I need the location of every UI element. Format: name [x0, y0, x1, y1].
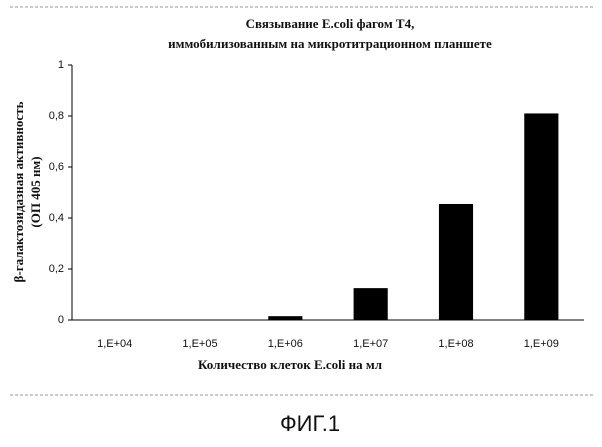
y-tick-label: 0,2 — [49, 263, 64, 275]
y-tick-label: 0,4 — [49, 212, 64, 224]
y-tick-label: 1 — [58, 59, 64, 71]
chart-title: Связывание E.coli фагом T4, — [246, 16, 415, 31]
x-tick-label: 1,E+06 — [268, 338, 303, 350]
y-tick-label: 0,8 — [49, 110, 64, 122]
y-axis-title: (ОП 405 нм) — [28, 156, 43, 227]
bar — [524, 113, 558, 320]
x-axis-title: Количество клеток E.coli на мл — [198, 357, 382, 372]
bar — [268, 316, 302, 320]
x-tick-label: 1,E+05 — [182, 338, 217, 350]
x-tick-label: 1,E+07 — [353, 338, 388, 350]
y-tick-label: 0,6 — [49, 161, 64, 173]
figure-caption: ФИГ.1 — [280, 411, 340, 436]
x-tick-label: 1,E+09 — [524, 338, 559, 350]
y-tick-label: 0 — [58, 314, 64, 326]
chart: Связывание E.coli фагом T4, иммобилизова… — [0, 0, 602, 447]
x-tick-label: 1,E+04 — [97, 338, 132, 350]
x-tick-label: 1,E+08 — [438, 338, 473, 350]
bar — [354, 288, 388, 320]
chart-title: иммобилизованным на микротитрационном пл… — [168, 36, 492, 51]
bar — [439, 204, 473, 320]
y-axis-title: β-галактозидазная активность — [11, 101, 26, 282]
